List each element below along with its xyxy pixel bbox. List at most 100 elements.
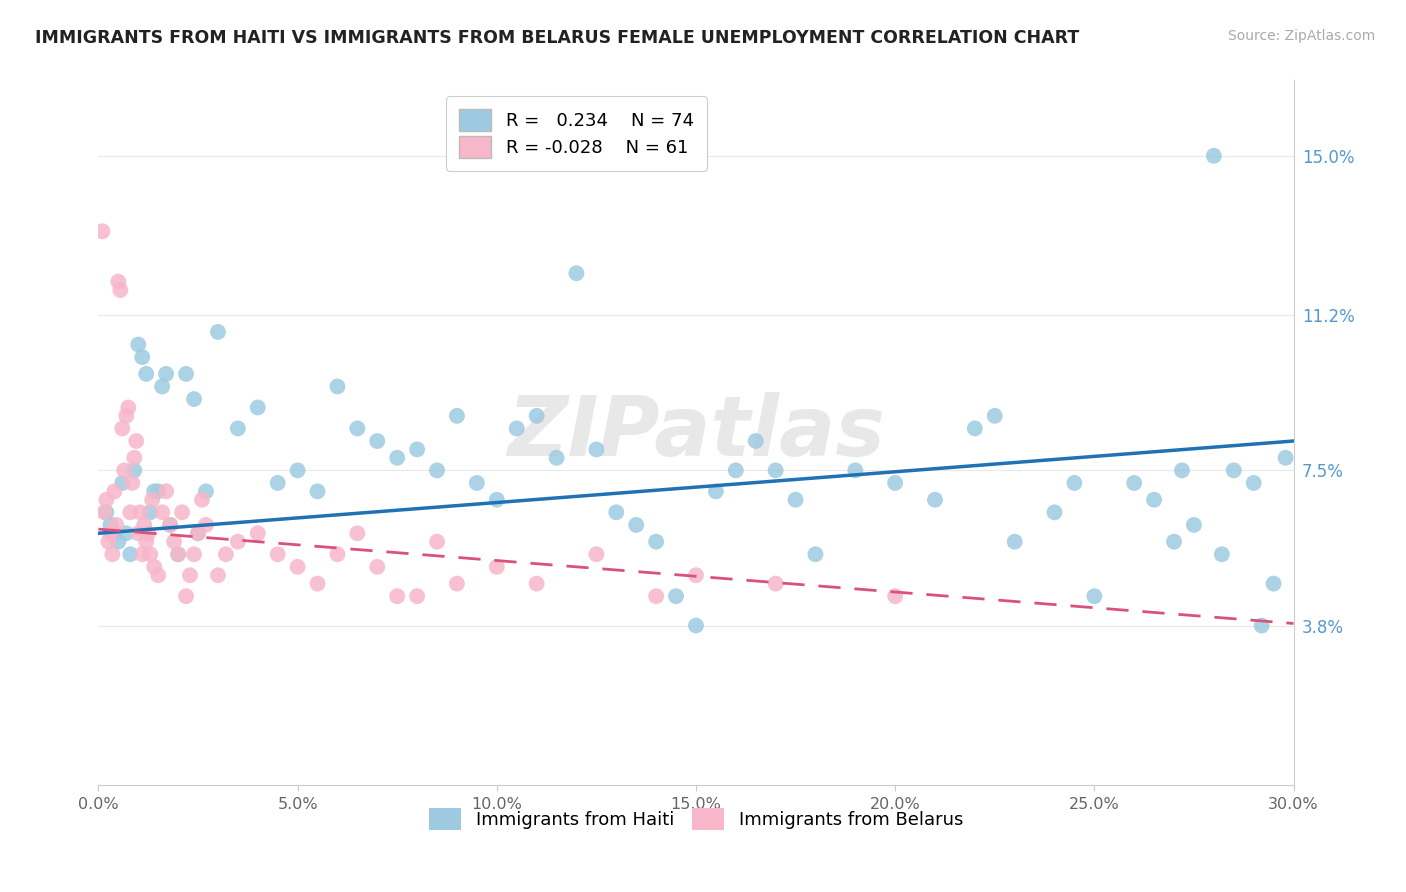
Point (785, 492, 807, 507)
Point (626, 517, 648, 532)
Point (1243, 475, 1265, 490)
Point (546, 450, 568, 465)
Point (131, 350, 153, 364)
Point (267, 547, 290, 561)
Point (465, 475, 488, 490)
Point (526, 409, 548, 423)
Point (150, 379, 173, 393)
Point (107, 534, 129, 549)
Point (1063, 475, 1085, 490)
Point (446, 576, 468, 591)
Point (1163, 534, 1185, 549)
Point (155, 484, 177, 499)
Point (139, 505, 162, 519)
Point (150, 505, 173, 519)
Point (167, 547, 190, 561)
Point (135, 534, 157, 549)
Point (1263, 576, 1285, 591)
Point (93, 505, 115, 519)
Point (191, 492, 214, 507)
Point (111, 421, 134, 435)
Point (963, 421, 986, 435)
Point (326, 547, 349, 561)
Point (685, 618, 707, 632)
Point (346, 526, 368, 541)
Point (665, 589, 688, 603)
Point (97, 534, 120, 549)
Point (585, 442, 607, 457)
Point (1274, 450, 1296, 465)
Point (179, 568, 201, 582)
Text: Source: ZipAtlas.com: Source: ZipAtlas.com (1227, 29, 1375, 44)
Point (103, 526, 125, 541)
Point (685, 568, 707, 582)
Point (804, 547, 827, 561)
Point (1211, 547, 1233, 561)
Point (187, 526, 209, 541)
Point (183, 392, 205, 406)
Point (1143, 492, 1166, 507)
Point (1123, 475, 1146, 490)
Point (526, 576, 548, 591)
Point (287, 463, 309, 477)
Point (107, 275, 129, 289)
Point (287, 559, 309, 574)
Point (115, 526, 138, 541)
Point (148, 568, 170, 582)
Point (91, 224, 114, 238)
Point (98, 526, 122, 541)
Point (1223, 463, 1246, 477)
Point (226, 421, 249, 435)
Point (139, 547, 162, 561)
Point (172, 505, 194, 519)
Point (207, 568, 229, 582)
Point (127, 337, 149, 351)
Point (134, 517, 156, 532)
Point (307, 484, 329, 499)
Point (246, 401, 269, 415)
Point (207, 325, 229, 339)
Point (105, 517, 128, 532)
Point (485, 492, 508, 507)
Point (121, 475, 143, 490)
Text: ZIPatlas: ZIPatlas (508, 392, 884, 473)
Point (446, 409, 468, 423)
Point (645, 589, 668, 603)
Point (117, 401, 139, 415)
Point (1250, 618, 1272, 632)
Point (96, 505, 118, 519)
Point (1004, 534, 1026, 549)
Point (506, 421, 529, 435)
Point (141, 492, 163, 507)
Point (159, 517, 181, 532)
Point (101, 547, 124, 561)
Point (884, 589, 907, 603)
Point (406, 589, 429, 603)
Point (645, 534, 668, 549)
Point (1202, 149, 1225, 163)
Point (148, 484, 170, 499)
Point (187, 526, 209, 541)
Point (195, 484, 218, 499)
Point (135, 367, 157, 381)
Point (155, 367, 177, 381)
Point (565, 266, 588, 280)
Legend: Immigrants from Haiti, Immigrants from Belarus: Immigrants from Haiti, Immigrants from B… (419, 799, 973, 839)
Point (1043, 505, 1066, 519)
Point (143, 484, 166, 499)
Point (385, 589, 409, 603)
Point (426, 534, 449, 549)
Point (366, 559, 388, 574)
Point (124, 463, 146, 477)
Point (426, 463, 449, 477)
Point (96, 492, 118, 507)
Point (385, 450, 409, 465)
Point (485, 559, 508, 574)
Point (110, 283, 132, 297)
Point (406, 442, 429, 457)
Point (120, 547, 142, 561)
Point (984, 409, 1007, 423)
Point (704, 484, 727, 499)
Point (159, 517, 181, 532)
Point (1182, 517, 1205, 532)
